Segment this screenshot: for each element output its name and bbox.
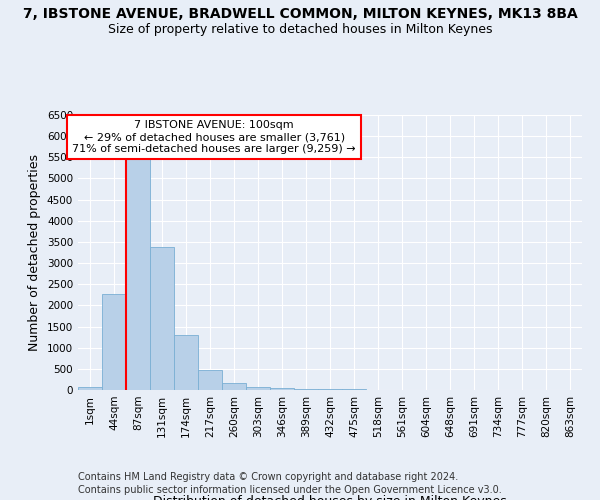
Y-axis label: Number of detached properties: Number of detached properties [28, 154, 41, 351]
Bar [78, 387, 102, 390]
Text: Distribution of detached houses by size in Milton Keynes: Distribution of detached houses by size … [153, 494, 507, 500]
Bar [270, 388, 294, 390]
Bar [222, 383, 246, 390]
Text: Contains HM Land Registry data © Crown copyright and database right 2024.: Contains HM Land Registry data © Crown c… [78, 472, 458, 482]
Bar [126, 160, 150, 390]
Bar [318, 389, 342, 390]
Text: 7 IBSTONE AVENUE: 100sqm
← 29% of detached houses are smaller (3,761)
71% of sem: 7 IBSTONE AVENUE: 100sqm ← 29% of detach… [72, 120, 356, 154]
Text: 7, IBSTONE AVENUE, BRADWELL COMMON, MILTON KEYNES, MK13 8BA: 7, IBSTONE AVENUE, BRADWELL COMMON, MILT… [23, 8, 577, 22]
Bar [294, 388, 318, 390]
Text: Size of property relative to detached houses in Milton Keynes: Size of property relative to detached ho… [108, 22, 492, 36]
Bar [246, 386, 270, 390]
Bar [174, 334, 198, 390]
Bar [198, 370, 222, 390]
Bar [102, 294, 126, 390]
Text: Contains public sector information licensed under the Open Government Licence v3: Contains public sector information licen… [78, 485, 502, 495]
Bar [150, 246, 174, 390]
